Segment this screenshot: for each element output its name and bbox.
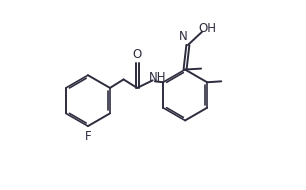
Text: O: O: [132, 48, 142, 61]
Text: OH: OH: [198, 22, 216, 35]
Text: N: N: [179, 30, 188, 43]
Text: F: F: [85, 130, 91, 143]
Text: NH: NH: [148, 71, 166, 84]
